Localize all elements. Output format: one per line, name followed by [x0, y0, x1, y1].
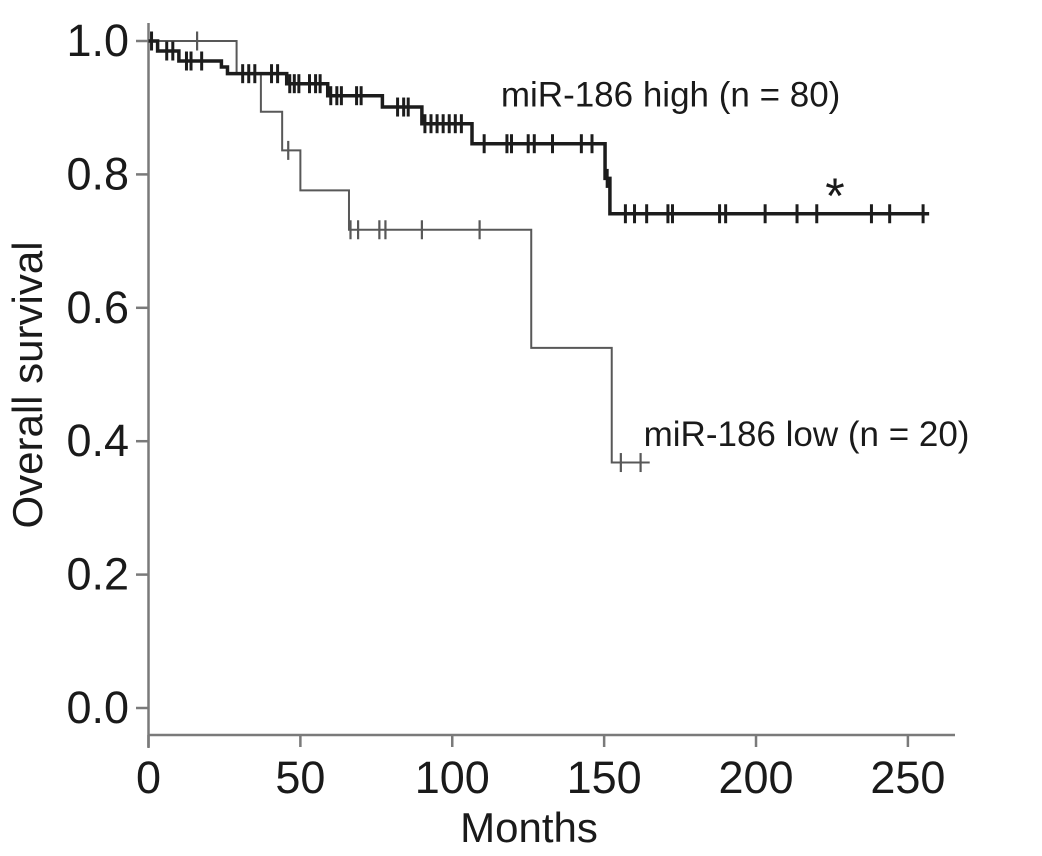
- x-tick-label: 50: [275, 752, 325, 803]
- y-tick-label: 1.0: [66, 15, 129, 66]
- x-tick-label: 250: [870, 752, 945, 803]
- y-tick-label: 0.0: [66, 682, 129, 733]
- y-tick-label: 0.6: [66, 282, 129, 333]
- x-tick-label: 100: [415, 752, 490, 803]
- series-label-low: miR-186 low (n = 20): [644, 415, 970, 454]
- x-tick-label: 0: [136, 752, 161, 803]
- x-tick-label: 200: [718, 752, 793, 803]
- series-label-high: miR-186 high (n = 80): [501, 75, 840, 114]
- significance-asterisk: *: [825, 168, 844, 224]
- survival-curve-high: [148, 39, 930, 216]
- y-tick-label: 0.4: [66, 415, 129, 466]
- x-tick-label: 150: [567, 752, 642, 803]
- y-tick-label: 0.2: [66, 549, 129, 600]
- y-axis-title: Overall survival: [4, 241, 51, 528]
- x-axis-title: Months: [460, 804, 598, 851]
- y-tick-label: 0.8: [66, 148, 129, 199]
